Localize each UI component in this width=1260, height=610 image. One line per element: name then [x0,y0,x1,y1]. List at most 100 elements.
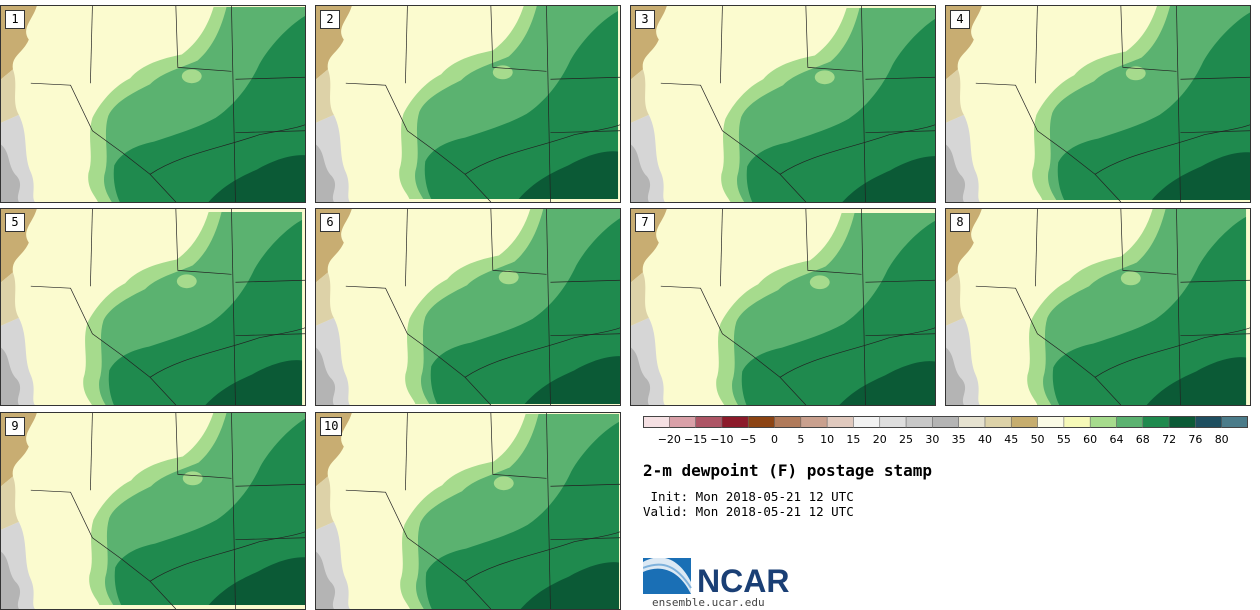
dewpoint-region [498,270,519,285]
colorbar-swatch [932,416,960,428]
state-border [779,327,935,378]
dewpoint-region [176,274,197,289]
panel-number: 2 [320,10,340,29]
state-border [1180,130,1250,134]
colorbar-tick-labels: −20 −15 −10 −5 0 5 10 15 20 25 30 35 40 45 50 55 60 64 68 7… [643,433,1248,447]
state-border [405,6,408,84]
dewpoint-region [108,219,303,405]
dewpoint-region [1151,152,1250,201]
state-border [1094,124,1250,175]
dewpoint-region [746,18,935,202]
colorbar-swatch [1063,416,1091,428]
state-border [546,6,551,202]
dewpoint-region [316,551,336,609]
colorbar-swatch [800,416,828,428]
colorbar-tick-label: 30 [925,433,940,446]
dewpoint-region [524,356,620,405]
colorbar-tick-label: 80 [1214,433,1229,446]
state-border [30,82,177,202]
colorbar-swatch [774,416,802,428]
panel-number: 5 [5,213,25,232]
colorbar-swatch [1090,416,1117,428]
colorbar-tick-label: 35 [951,433,966,446]
map-4 [946,6,1250,202]
colorbar-swatch [1142,416,1170,428]
stamp-panel-10: 10 [315,412,621,610]
dewpoint-region [518,151,619,200]
state-border [805,209,862,275]
state-border [720,6,723,84]
map-10 [316,413,620,609]
valid-time: Valid: Mon 2018-05-21 12 UTC [643,504,854,519]
dewpoint-region [1146,357,1247,405]
logo-url: ensemble.ucar.edu [652,596,765,609]
state-border [235,130,305,134]
state-border [231,209,236,405]
map-9 [1,413,305,609]
colorbar-tick-label: 10 [820,433,835,446]
colorbar-tick-label: 76 [1188,433,1203,446]
dewpoint-region [1,551,21,609]
panel-number: 7 [635,213,655,232]
state-border [490,413,547,479]
state-border [1180,76,1250,80]
dewpoint-region [631,347,651,405]
stamp-panel-6: 6 [315,208,621,406]
dewpoint-region [113,16,305,202]
state-border [1035,6,1038,84]
colorbar-tick-label: 64 [1109,433,1124,446]
state-border [235,483,305,487]
state-border [90,413,93,491]
dewpoint-region [316,144,336,202]
map-3 [631,6,935,202]
state-border [231,6,236,202]
state-border [861,6,866,202]
state-border [1180,333,1250,337]
state-border [464,327,620,378]
map-7 [631,209,935,405]
dewpoint-region [741,220,935,405]
dewpoint-region [208,155,305,202]
dewpoint-region [1120,271,1141,286]
state-border [1176,6,1181,202]
state-border [550,483,620,487]
dewpoint-region [424,10,619,200]
dewpoint-region [492,65,513,80]
dewpoint-region [316,272,334,326]
dewpoint-region [809,275,830,290]
state-border [405,413,408,491]
dewpoint-region [316,476,334,530]
dewpoint-region [1,272,19,326]
colorbar-tick-label: 68 [1135,433,1150,446]
state-border [235,279,305,283]
state-border [405,209,408,287]
state-border [1120,209,1177,275]
state-border [490,6,547,72]
dewpoint-region [631,69,649,123]
stamp-panel-5: 5 [0,208,306,406]
dewpoint-region [1,476,19,530]
state-border [235,537,305,541]
state-border [149,124,305,175]
state-border [30,285,177,405]
state-border [1120,6,1177,72]
map-1 [1,6,305,202]
state-border [175,413,232,479]
colorbar-swatch [1221,416,1248,428]
colorbar-tick-label: 15 [846,433,861,446]
colorbar-tick-label: 0 [771,433,779,446]
state-border [175,6,232,72]
colorbar-tick-label: 72 [1162,433,1177,446]
dewpoint-region [520,562,620,609]
dewpoint-region [430,218,620,405]
state-border [345,489,492,609]
state-border [550,130,620,134]
stamp-panel-7: 7 [630,208,936,406]
dewpoint-region [1057,12,1250,201]
colorbar-outline [643,416,1248,428]
state-border [660,82,807,202]
state-border [550,537,620,541]
state-border [464,124,620,175]
dewpoint-region [205,360,303,405]
map-2 [316,6,620,202]
